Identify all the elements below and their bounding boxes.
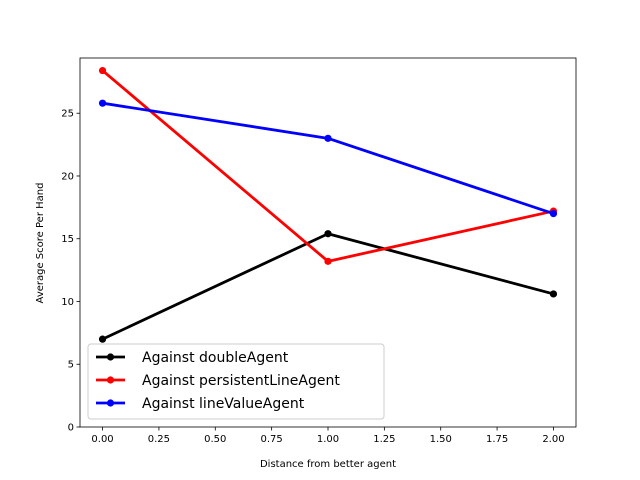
legend-marker [106,353,115,361]
data-point [324,134,332,142]
y-axis: 0 5 10 15 20 25 [61,109,80,434]
legend-label: Against persistentLineAgent [142,373,340,389]
y-tick-label: 15 [61,234,74,245]
y-tick-label: 25 [61,109,74,120]
series-layer [98,66,558,343]
data-point [324,257,332,265]
x-axis-label: Distance from better agent [260,459,396,470]
x-tick-label: 0.00 [91,434,113,445]
data-point [549,210,558,218]
y-tick-label: 10 [61,297,74,308]
x-axis: 0.00 0.25 0.50 0.75 1.00 1.25 1.50 1.75 2.00 [91,427,565,445]
data-point [98,66,107,75]
x-tick-label: 2.00 [542,434,564,445]
data-point [98,99,107,107]
x-tick-label: 1.50 [430,434,452,445]
legend: Against doubleAgent Against persistentLin… [87,343,385,420]
y-tick-label: 0 [68,423,74,434]
legend-label: Against lineValueAgent [142,396,305,412]
y-tick-label: 20 [61,171,74,182]
x-tick-label: 0.50 [204,434,226,445]
series-1 [98,230,558,343]
x-tick-label: 0.25 [148,434,170,445]
legend-label: Against doubleAgent [142,350,289,366]
legend-box [87,343,385,420]
x-tick-label: 1.75 [486,434,508,445]
data-point [98,335,107,343]
legend-item: Against persistentLineAgent [96,373,340,389]
legend-marker [106,399,115,407]
legend-item: Against doubleAgent [96,350,289,366]
data-point [549,290,558,298]
x-tick-label: 1.25 [373,434,395,445]
legend-marker [106,376,115,384]
y-axis-label: Average Score Per Hand [35,183,46,304]
x-tick-label: 0.75 [261,434,283,445]
x-tick-label: 1.00 [317,434,339,445]
series-3 [98,99,558,218]
y-tick-label: 5 [68,360,74,371]
legend-item: Against lineValueAgent [96,396,305,412]
data-point [324,230,332,238]
